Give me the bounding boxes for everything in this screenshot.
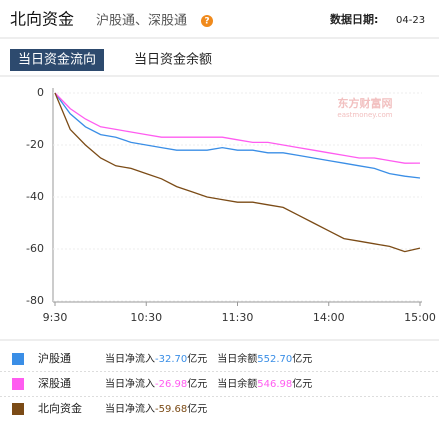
series-line xyxy=(54,92,421,253)
net-unit: 亿元 xyxy=(187,402,207,415)
x-tick-label: 10:30 xyxy=(130,311,162,324)
balance-unit: 亿元 xyxy=(292,352,312,365)
balance-value: 552.70 xyxy=(257,354,292,365)
y-tick-label: -80 xyxy=(26,294,44,307)
help-icon-bg[interactable] xyxy=(201,15,213,27)
y-tick-label: -60 xyxy=(26,242,44,255)
legend-name: 北向资金 xyxy=(38,401,82,415)
net-value: -32.70 xyxy=(155,354,187,365)
help-icon[interactable]: ? xyxy=(204,17,209,27)
x-tick-label: 9:30 xyxy=(43,311,68,324)
y-tick-label: 0 xyxy=(37,86,44,99)
tab[interactable]: 当日资金流向 xyxy=(18,52,96,68)
legend-name: 深股通 xyxy=(38,377,71,390)
x-tick-label: 11:30 xyxy=(222,311,254,324)
legend-swatch xyxy=(12,353,24,365)
tab-active-bg[interactable] xyxy=(10,49,104,71)
date: 04-23 xyxy=(396,15,425,26)
balance-value: 546.98 xyxy=(257,379,292,390)
net-unit: 亿元 xyxy=(187,352,207,365)
tab[interactable]: 当日资金余额 xyxy=(134,52,212,68)
net-label: 当日净流入 xyxy=(105,377,155,390)
net-value: -59.68 xyxy=(155,404,187,415)
watermark-sub: eastmoney.com xyxy=(337,111,392,119)
y-tick-label: -20 xyxy=(26,138,44,151)
legend-name: 沪股通 xyxy=(38,351,71,365)
balance-label: 当日余额 xyxy=(217,377,257,390)
subtitle: 沪股通、深股通 xyxy=(96,13,187,29)
net-label: 当日净流入 xyxy=(105,352,155,365)
net-value: -26.98 xyxy=(155,379,187,390)
net-label: 当日净流入 xyxy=(105,402,155,415)
title: 北向资金 xyxy=(10,10,74,29)
date-label: 数据日期: xyxy=(330,12,378,26)
balance-label: 当日余额 xyxy=(217,352,257,365)
x-tick-label: 14:00 xyxy=(313,311,345,324)
balance-unit: 亿元 xyxy=(292,377,312,390)
y-tick-label: -40 xyxy=(26,190,44,203)
legend-swatch xyxy=(12,403,24,415)
net-unit: 亿元 xyxy=(187,377,207,390)
legend-swatch xyxy=(12,378,24,390)
series-line xyxy=(54,92,421,179)
series-line xyxy=(54,92,421,164)
x-tick-label: 15:00 xyxy=(404,311,436,324)
watermark: 东方财富网 xyxy=(338,96,393,110)
